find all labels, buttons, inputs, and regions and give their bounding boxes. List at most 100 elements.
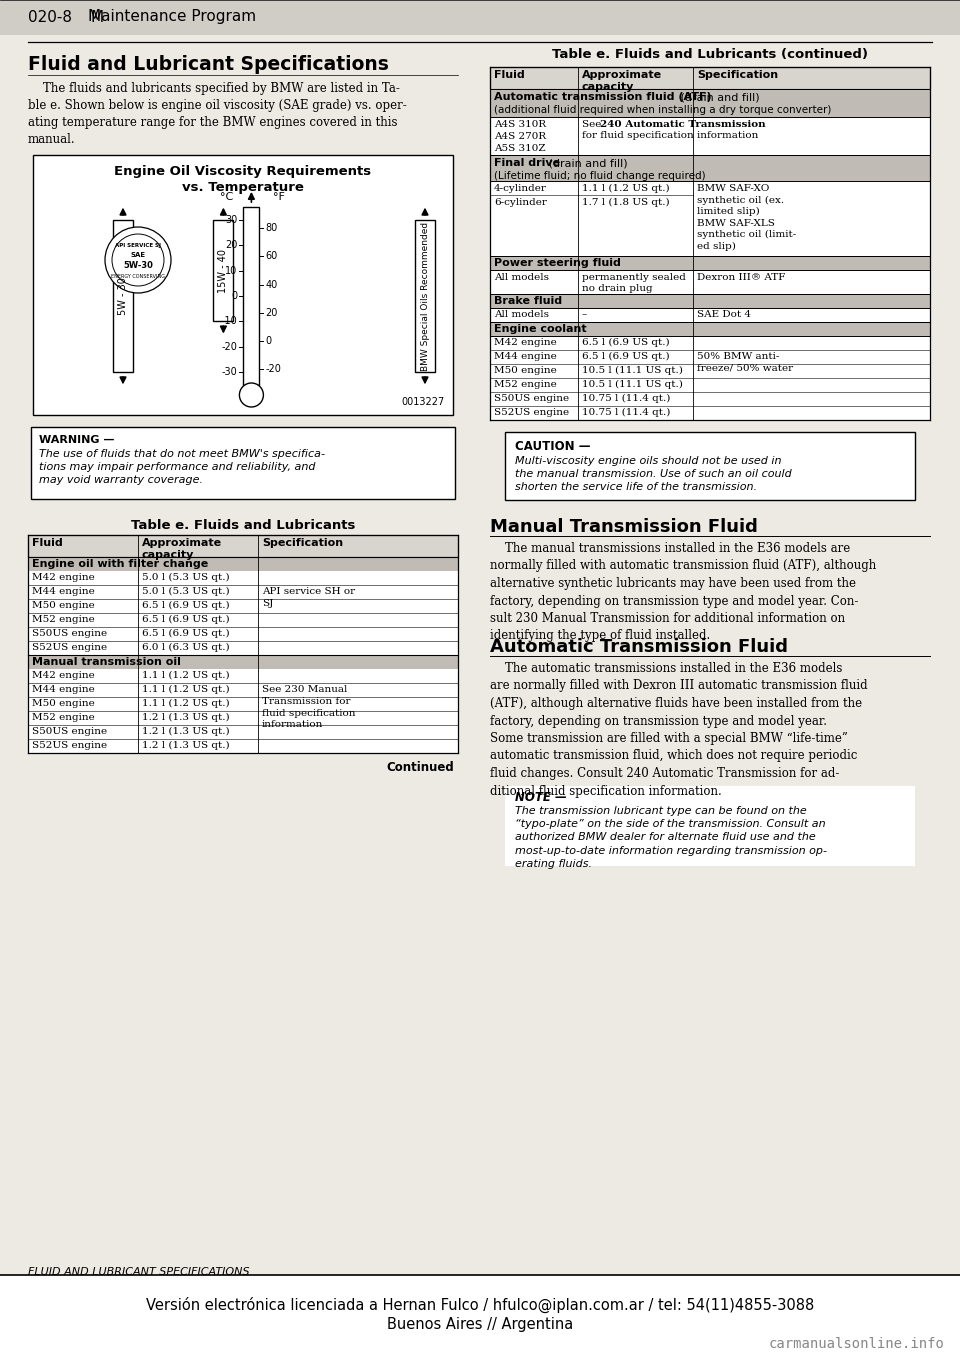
Bar — [490, 350, 930, 364]
Text: 240 Automatic Transmission: 240 Automatic Transmission — [600, 119, 766, 129]
Bar — [490, 90, 930, 117]
Bar — [213, 220, 233, 322]
Text: M42 engine: M42 engine — [32, 573, 95, 582]
Circle shape — [239, 383, 263, 407]
Text: Engine coolant: Engine coolant — [494, 324, 587, 334]
Bar — [490, 155, 930, 180]
Bar — [28, 697, 458, 711]
Text: M52 engine: M52 engine — [32, 615, 95, 624]
Text: 20: 20 — [265, 308, 277, 318]
Text: 5W-30: 5W-30 — [123, 261, 153, 270]
Text: BMW SAF-XO
synthetic oil (ex.
limited slip)
BMW SAF-XLS
synthetic oil (limit-
ed: BMW SAF-XO synthetic oil (ex. limited sl… — [697, 185, 796, 251]
Bar — [490, 406, 930, 421]
Text: 1.1 l (1.2 US qt.): 1.1 l (1.2 US qt.) — [582, 185, 670, 193]
Text: 6.5 l (6.9 US qt.): 6.5 l (6.9 US qt.) — [582, 351, 670, 361]
Text: 80: 80 — [265, 223, 277, 233]
Text: The use of fluids that do not meet BMW's specifica-
tions may impair performance: The use of fluids that do not meet BMW's… — [39, 449, 325, 486]
Bar — [28, 641, 458, 655]
Text: Final drive: Final drive — [494, 157, 560, 168]
Text: 6.5 l (6.9 US qt.): 6.5 l (6.9 US qt.) — [142, 601, 229, 611]
Text: See 230 Manual
Transmission for
fluid specification
information: See 230 Manual Transmission for fluid sp… — [262, 685, 355, 730]
Text: M42 engine: M42 engine — [494, 338, 557, 347]
Text: Buenos Aires // Argentina: Buenos Aires // Argentina — [387, 1318, 573, 1333]
Bar — [490, 364, 930, 379]
Text: M50 engine: M50 engine — [32, 699, 95, 708]
Text: 1.1 l (1.2 US qt.): 1.1 l (1.2 US qt.) — [142, 699, 229, 708]
Bar — [490, 379, 930, 392]
Text: M50 engine: M50 engine — [32, 601, 95, 611]
Bar — [33, 155, 453, 415]
Text: A4S 310R
A4S 270R
A5S 310Z: A4S 310R A4S 270R A5S 310Z — [494, 119, 546, 152]
Text: BMW Special Oils Recommended: BMW Special Oils Recommended — [420, 221, 429, 370]
Text: S52US engine: S52US engine — [32, 741, 108, 750]
Text: for fluid specification information: for fluid specification information — [582, 132, 758, 140]
Bar — [28, 711, 458, 725]
Text: M44 engine: M44 engine — [32, 685, 95, 693]
Bar — [490, 308, 930, 322]
Text: M44 engine: M44 engine — [32, 588, 95, 596]
Text: 15W - 40: 15W - 40 — [219, 248, 228, 293]
Text: S50US engine: S50US engine — [494, 394, 569, 403]
Text: M50 engine: M50 engine — [494, 366, 557, 375]
Text: °C: °C — [220, 191, 233, 202]
Text: Table e. Fluids and Lubricants: Table e. Fluids and Lubricants — [131, 518, 355, 532]
Text: 0: 0 — [231, 290, 237, 301]
Text: (drain and fill): (drain and fill) — [677, 92, 759, 102]
Text: 020-8: 020-8 — [28, 9, 72, 24]
Bar — [490, 180, 930, 256]
Text: (Lifetime fluid; no fluid change required): (Lifetime fluid; no fluid change require… — [494, 171, 706, 180]
Text: 1.1 l (1.2 US qt.): 1.1 l (1.2 US qt.) — [142, 670, 229, 680]
Text: 6.5 l (6.9 US qt.): 6.5 l (6.9 US qt.) — [142, 630, 229, 638]
Text: 30: 30 — [226, 214, 237, 225]
Text: S50US engine: S50US engine — [32, 727, 108, 735]
Text: M: M — [90, 9, 103, 24]
Bar — [28, 725, 458, 740]
Text: 10: 10 — [226, 266, 237, 275]
Bar — [0, 1276, 960, 1357]
Bar — [28, 535, 458, 556]
Bar — [28, 613, 458, 627]
Bar — [490, 256, 930, 270]
Text: 1.1 l (1.2 US qt.): 1.1 l (1.2 US qt.) — [142, 685, 229, 695]
Text: Engine oil with filter change: Engine oil with filter change — [32, 559, 208, 569]
Bar — [490, 66, 930, 90]
Text: The manual transmissions installed in the E36 models are
normally filled with au: The manual transmissions installed in th… — [490, 541, 876, 642]
Bar — [490, 322, 930, 337]
Bar — [415, 220, 435, 372]
Text: Power steering fluid: Power steering fluid — [494, 258, 621, 267]
Text: CAUTION —: CAUTION — — [515, 440, 590, 453]
Bar — [28, 571, 458, 585]
Text: SAE: SAE — [131, 252, 146, 258]
Text: Fluid: Fluid — [494, 71, 525, 80]
Text: 1.7 l (1.8 US qt.): 1.7 l (1.8 US qt.) — [582, 198, 670, 208]
Text: Brake fluid: Brake fluid — [494, 296, 563, 305]
Text: Manual transmission oil: Manual transmission oil — [32, 657, 180, 668]
Text: 50% BMW anti-
freeze/ 50% water: 50% BMW anti- freeze/ 50% water — [697, 351, 793, 373]
Text: 4-cylinder: 4-cylinder — [494, 185, 547, 193]
Text: (additional fluid required when installing a dry torque converter): (additional fluid required when installi… — [494, 104, 831, 115]
Bar — [0, 0, 960, 35]
Text: Maintenance Program: Maintenance Program — [88, 9, 256, 24]
Text: 10.5 l (11.1 US qt.): 10.5 l (11.1 US qt.) — [582, 366, 683, 375]
Circle shape — [105, 227, 171, 293]
Text: Continued: Continued — [386, 761, 454, 773]
Text: 10.75 l (11.4 qt.): 10.75 l (11.4 qt.) — [582, 394, 670, 403]
Text: All models: All models — [494, 273, 549, 282]
Text: -10: -10 — [222, 316, 237, 327]
Bar — [28, 556, 458, 571]
Text: 40: 40 — [265, 280, 277, 289]
Text: 5W - 30: 5W - 30 — [118, 277, 128, 315]
Text: Automatic Transmission Fluid: Automatic Transmission Fluid — [490, 638, 788, 655]
Text: 10.75 l (11.4 qt.): 10.75 l (11.4 qt.) — [582, 408, 670, 417]
Text: 60: 60 — [265, 251, 277, 262]
Text: Fluid: Fluid — [32, 537, 62, 548]
Bar — [505, 432, 915, 499]
Bar — [490, 117, 930, 155]
Text: Approximate
capacity: Approximate capacity — [582, 71, 662, 92]
Text: Table e. Fluids and Lubricants (continued): Table e. Fluids and Lubricants (continue… — [552, 47, 868, 61]
Text: Engine Oil Viscosity Requirements
vs. Temperature: Engine Oil Viscosity Requirements vs. Te… — [114, 166, 372, 194]
Text: Automatic transmission fluid (ATF): Automatic transmission fluid (ATF) — [494, 92, 711, 102]
Text: carmanualsonline.info: carmanualsonline.info — [769, 1337, 945, 1352]
Text: (drain and fill): (drain and fill) — [545, 157, 628, 168]
Text: -20: -20 — [222, 342, 237, 351]
